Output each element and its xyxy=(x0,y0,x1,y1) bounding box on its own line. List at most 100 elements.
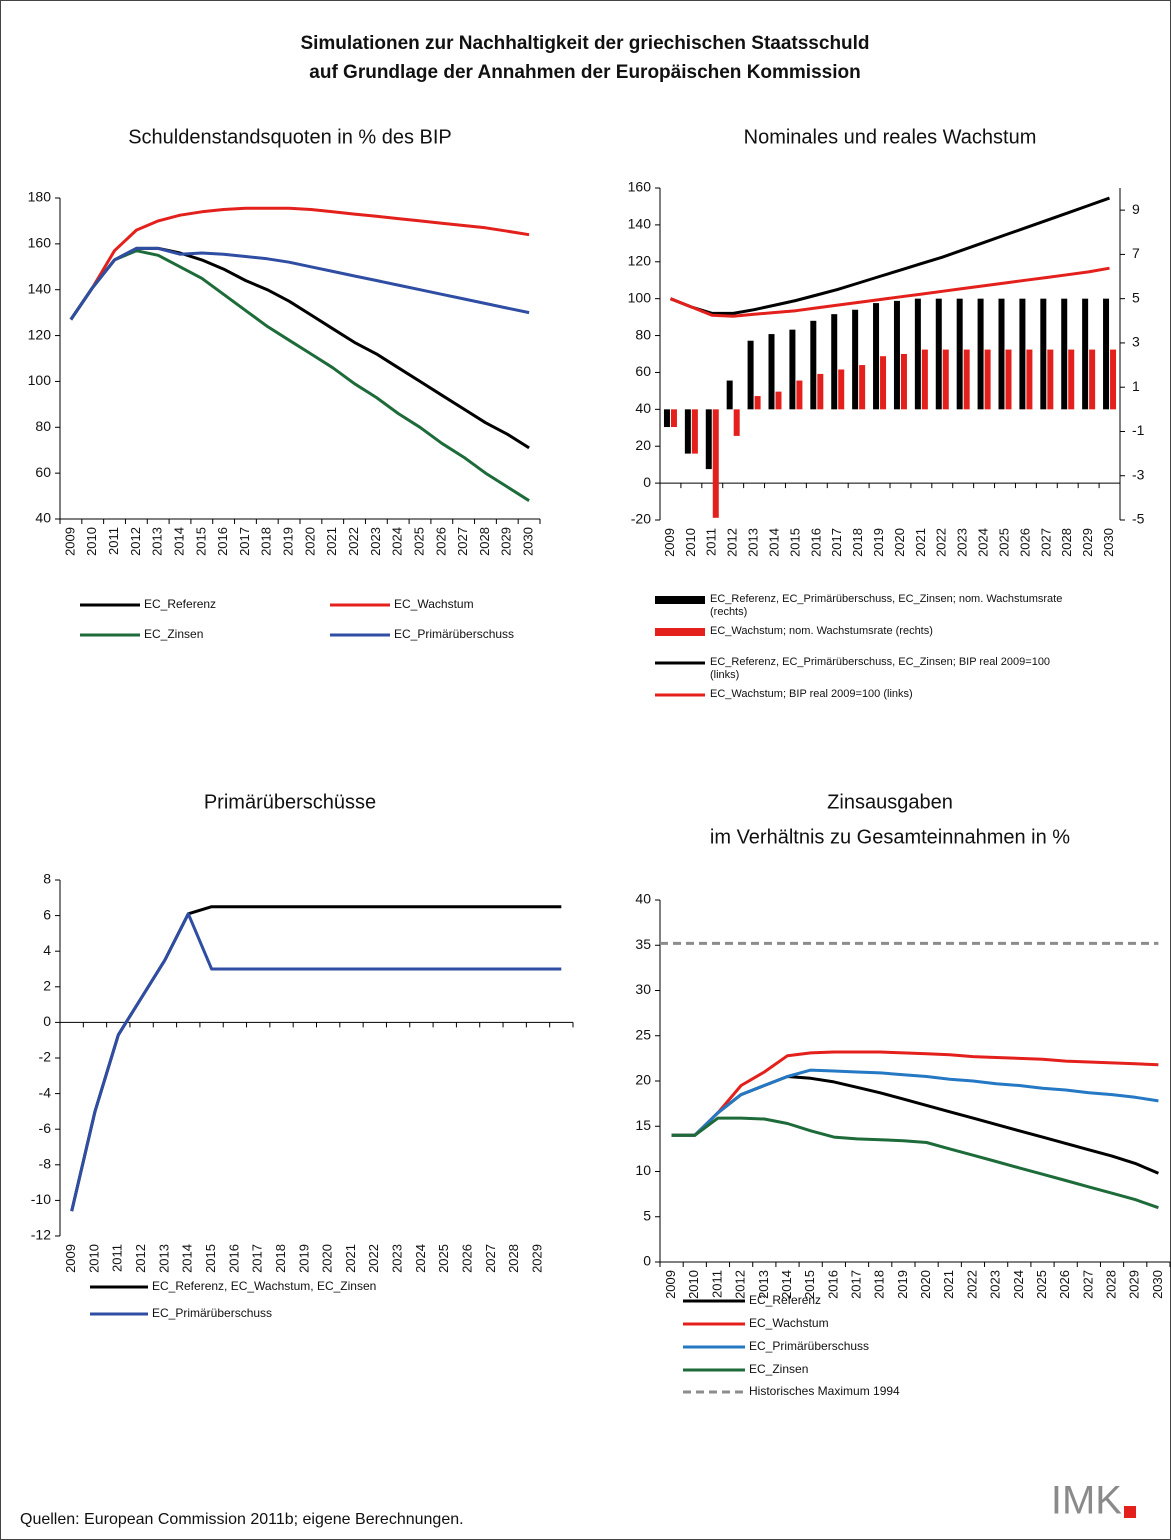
y-tick-label: 80 xyxy=(35,418,51,434)
bar xyxy=(1019,298,1026,410)
y-tick-label: 10 xyxy=(635,1162,651,1178)
y-tick-label: 6 xyxy=(43,906,51,922)
y-tick-label: 140 xyxy=(628,216,652,232)
legend-item: EC_Referenz, EC_Primärüberschuss, EC_Zin… xyxy=(710,593,1063,618)
bar xyxy=(956,298,963,410)
x-tick-label: 2027 xyxy=(455,527,470,556)
x-tick-label: 2018 xyxy=(872,1270,887,1299)
legend-label: EC_Wachstum xyxy=(394,597,474,611)
y-tick-label: -4 xyxy=(39,1084,52,1100)
line-series xyxy=(70,912,562,1212)
bar xyxy=(1047,349,1054,410)
bar xyxy=(880,356,887,410)
legend-label: EC_Referenz, EC_Primärüberschuss, EC_Zin… xyxy=(710,656,1051,681)
y-tick-label: 160 xyxy=(28,235,52,251)
y2-tick-label: 9 xyxy=(1132,201,1140,217)
x-tick-label: 2012 xyxy=(128,527,143,556)
legend-label: EC_Wachstum xyxy=(749,1316,829,1330)
y-tick-label: 40 xyxy=(635,891,651,907)
bar xyxy=(900,354,907,410)
chart-title: Nominales und reales Wachstum xyxy=(744,126,1037,148)
x-tick-label: 2030 xyxy=(1150,1270,1165,1299)
bar xyxy=(691,409,698,454)
bar xyxy=(1068,349,1075,410)
x-tick-label: 2016 xyxy=(808,528,823,557)
bar xyxy=(768,334,775,410)
legend-label: EC_Referenz xyxy=(749,1293,821,1307)
x-tick-label: 2029 xyxy=(499,527,514,556)
x-tick-label: 2027 xyxy=(483,1244,498,1273)
x-tick-label: 2020 xyxy=(320,1244,335,1273)
chart-subtitle: im Verhältnis zu Gesamteinnahmen in % xyxy=(710,826,1070,848)
x-tick-label: 2015 xyxy=(787,528,802,557)
x-tick-label: 2009 xyxy=(663,1270,678,1299)
logo-mark xyxy=(1124,1506,1136,1518)
y-tick-label: 0 xyxy=(643,474,651,490)
x-tick-label: 2019 xyxy=(871,528,886,557)
bar xyxy=(963,349,970,410)
x-tick-label: 2014 xyxy=(171,527,186,556)
bar xyxy=(796,380,803,410)
y2-tick-label: -1 xyxy=(1132,422,1145,438)
legend-label: EC_Zinsen xyxy=(144,627,203,641)
x-tick-label: 2020 xyxy=(302,527,317,556)
bar xyxy=(747,340,754,410)
legend-label: Historisches Maximum 1994 xyxy=(749,1384,900,1398)
x-tick-label: 2029 xyxy=(1080,528,1095,557)
x-tick-label: 2021 xyxy=(324,527,339,556)
x-tick-label: 2010 xyxy=(683,528,698,557)
bar xyxy=(984,349,991,410)
x-tick-label: 2024 xyxy=(1011,1270,1026,1299)
bar xyxy=(670,409,677,428)
x-tick-label: 2023 xyxy=(368,527,383,556)
x-tick-label: 2017 xyxy=(250,1244,265,1273)
legend-label: EC_Primärüberschuss xyxy=(394,627,514,641)
x-tick-label: 2013 xyxy=(746,528,761,557)
x-tick-label: 2019 xyxy=(895,1270,910,1299)
bar xyxy=(1103,298,1110,410)
bar xyxy=(726,380,733,410)
x-tick-label: 2018 xyxy=(259,527,274,556)
x-tick-label: 2014 xyxy=(180,1244,195,1273)
y2-tick-label: -5 xyxy=(1132,511,1145,527)
bar xyxy=(712,409,719,518)
x-tick-label: 2015 xyxy=(203,1244,218,1273)
x-tick-label: 2017 xyxy=(848,1270,863,1299)
line-series xyxy=(69,249,530,502)
x-tick-label: 2030 xyxy=(1101,528,1116,557)
chart-title: Zinsausgaben xyxy=(827,791,953,813)
bar xyxy=(789,329,796,410)
bar xyxy=(1005,349,1012,410)
y-tick-label: 30 xyxy=(635,981,651,997)
y2-tick-label: -3 xyxy=(1132,466,1145,482)
y-tick-label: 0 xyxy=(43,1013,51,1029)
x-tick-label: 2011 xyxy=(110,1244,125,1272)
y-tick-label: 60 xyxy=(35,464,51,480)
x-tick-label: 2012 xyxy=(133,1244,148,1273)
bar xyxy=(775,391,782,410)
bar xyxy=(1026,349,1033,410)
y-tick-label: 100 xyxy=(628,289,652,305)
x-tick-label: 2015 xyxy=(802,1270,817,1299)
x-tick-label: 2025 xyxy=(436,1244,451,1273)
x-tick-label: 2009 xyxy=(63,1244,78,1273)
y-tick-label: 60 xyxy=(635,363,651,379)
source: Quellen: European Commission 2011b; eige… xyxy=(20,1511,464,1528)
bar xyxy=(838,369,845,410)
legend-label: EC_Wachstum; nom. Wachstumsrate (rechts) xyxy=(710,625,933,637)
bar xyxy=(893,300,900,410)
x-tick-label: 2020 xyxy=(918,1270,933,1299)
y-tick-label: -6 xyxy=(39,1120,52,1136)
y-tick-label: 160 xyxy=(628,179,652,195)
bar xyxy=(754,396,761,410)
x-tick-label: 2013 xyxy=(756,1270,771,1299)
legend-label: EC_Referenz, EC_Primärüberschuss, EC_Zin… xyxy=(710,593,1063,618)
x-tick-label: 2023 xyxy=(390,1244,405,1273)
title: auf Grundlage der Annahmen der Europäisc… xyxy=(309,62,860,83)
legend-label: EC_Primärüberschuss xyxy=(749,1339,869,1353)
x-tick-label: 2014 xyxy=(779,1270,794,1299)
x-tick-label: 2014 xyxy=(766,528,781,557)
legend-label: EC_Wachstum; BIP real 2009=100 (links) xyxy=(710,688,913,700)
line-series xyxy=(669,266,1110,318)
